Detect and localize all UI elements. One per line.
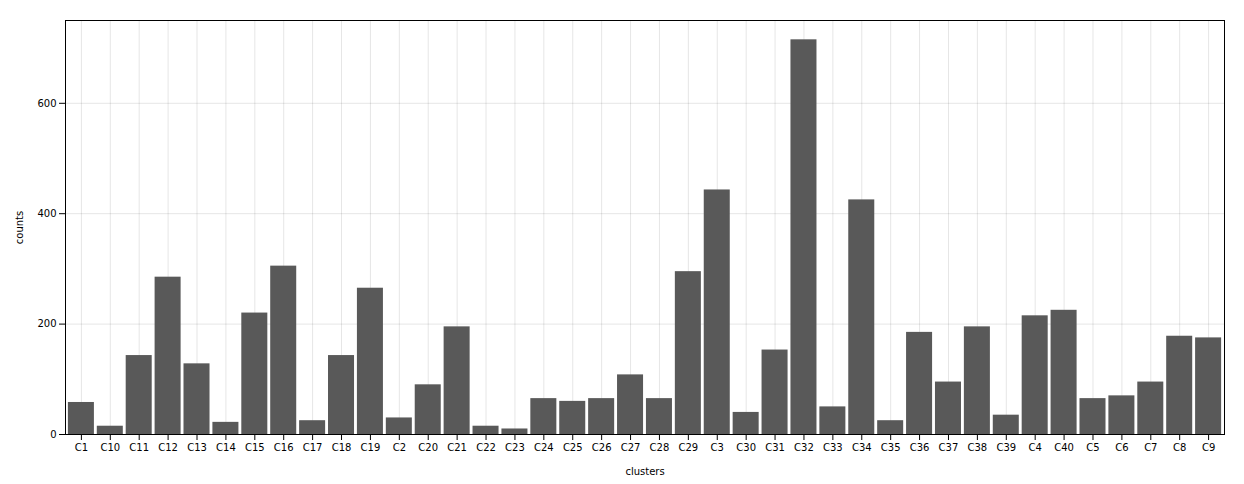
svg-text:C37: C37: [939, 442, 959, 453]
svg-text:C8: C8: [1173, 442, 1186, 453]
svg-text:600: 600: [37, 98, 56, 109]
svg-text:C30: C30: [736, 442, 756, 453]
svg-text:C5: C5: [1086, 442, 1099, 453]
svg-text:0: 0: [50, 429, 56, 440]
svg-text:C17: C17: [303, 442, 323, 453]
svg-text:C16: C16: [274, 442, 294, 453]
svg-text:C33: C33: [823, 442, 843, 453]
svg-text:C4: C4: [1029, 442, 1042, 453]
svg-text:C19: C19: [361, 442, 381, 453]
svg-text:clusters: clusters: [625, 466, 664, 477]
svg-text:C15: C15: [245, 442, 265, 453]
svg-text:C22: C22: [476, 442, 496, 453]
svg-text:C13: C13: [187, 442, 207, 453]
svg-text:counts: counts: [14, 211, 25, 244]
svg-text:C20: C20: [418, 442, 438, 453]
svg-text:C12: C12: [158, 442, 178, 453]
svg-text:200: 200: [37, 318, 56, 329]
svg-text:C18: C18: [332, 442, 352, 453]
svg-text:C21: C21: [447, 442, 467, 453]
svg-text:C38: C38: [968, 442, 988, 453]
svg-text:C11: C11: [129, 442, 149, 453]
svg-text:C28: C28: [650, 442, 670, 453]
svg-text:C6: C6: [1115, 442, 1128, 453]
svg-text:C40: C40: [1054, 442, 1074, 453]
svg-text:C32: C32: [794, 442, 814, 453]
svg-text:C24: C24: [534, 442, 554, 453]
svg-text:C27: C27: [621, 442, 641, 453]
svg-text:C3: C3: [711, 442, 724, 453]
svg-text:C10: C10: [100, 442, 120, 453]
svg-text:C25: C25: [563, 442, 583, 453]
svg-text:C35: C35: [881, 442, 901, 453]
svg-text:400: 400: [37, 208, 56, 219]
svg-text:C39: C39: [996, 442, 1016, 453]
svg-text:C7: C7: [1144, 442, 1157, 453]
svg-text:C34: C34: [852, 442, 872, 453]
svg-text:C2: C2: [393, 442, 406, 453]
svg-text:C23: C23: [505, 442, 525, 453]
svg-text:C31: C31: [765, 442, 785, 453]
svg-text:C36: C36: [910, 442, 930, 453]
svg-text:C29: C29: [678, 442, 698, 453]
svg-text:C14: C14: [216, 442, 236, 453]
svg-text:C9: C9: [1202, 442, 1215, 453]
svg-text:C26: C26: [592, 442, 612, 453]
svg-text:C1: C1: [75, 442, 88, 453]
